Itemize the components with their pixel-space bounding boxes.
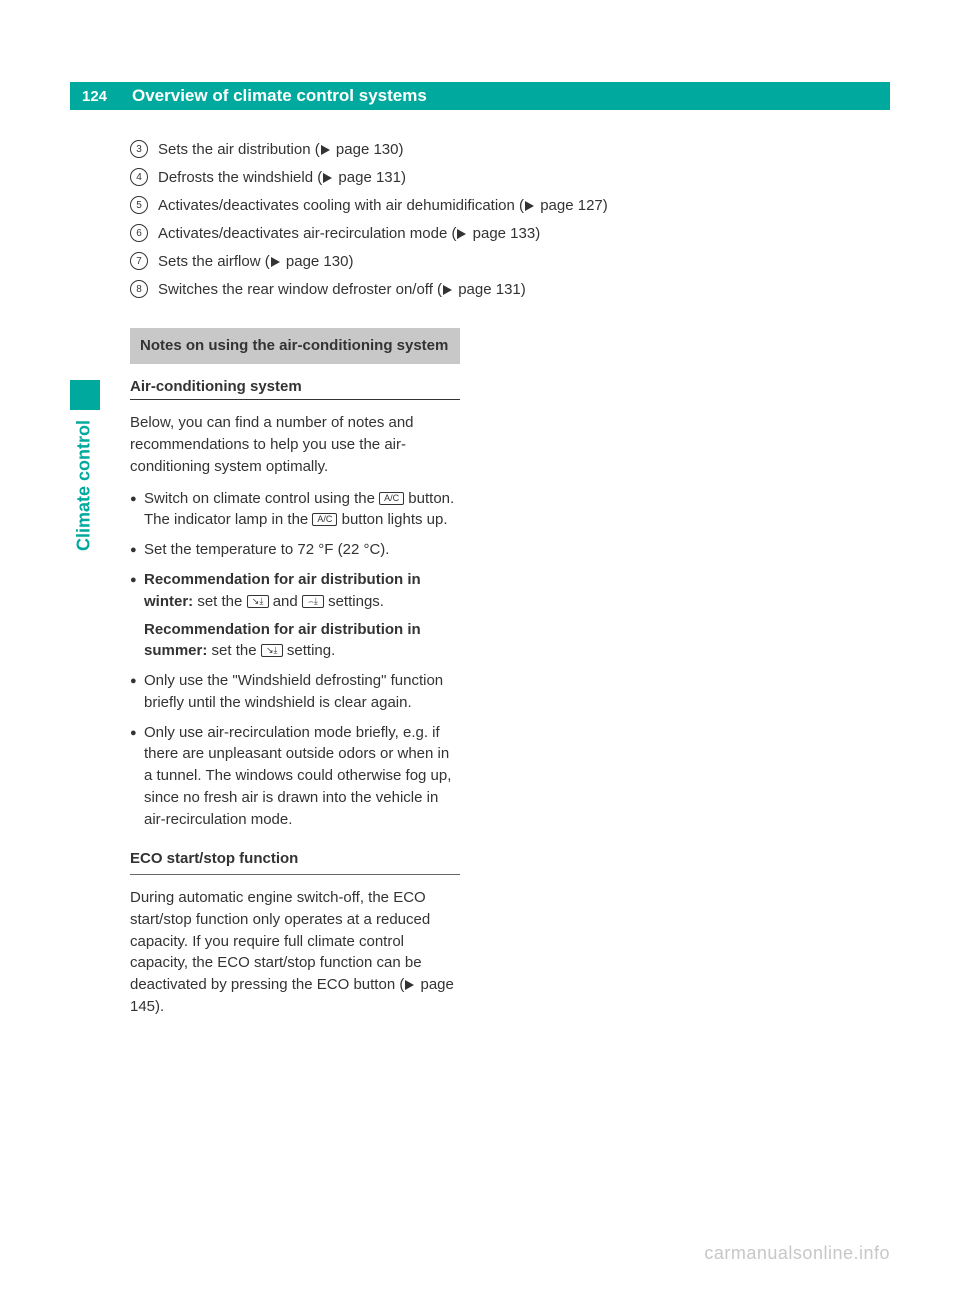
legend-marker-icon: 4 xyxy=(130,168,148,186)
subheading-eco: ECO start/stop function xyxy=(130,848,460,875)
bullet-icon: ● xyxy=(130,670,144,714)
list-text: Only use the "Windshield defrosting" fun… xyxy=(144,670,460,714)
legend-item: 8 Switches the rear window defroster on/… xyxy=(130,280,830,298)
page-ref-icon xyxy=(525,201,534,211)
page-ref-icon xyxy=(321,145,330,155)
list-item: ● Switch on climate control using the A/… xyxy=(130,488,460,532)
legend-text: Defrosts the windshield ( page 131) xyxy=(158,169,406,186)
list-text: Switch on climate control using the A/C … xyxy=(144,488,460,532)
legend-list: 3 Sets the air distribution ( page 130) … xyxy=(130,140,830,298)
bullet-icon: ● xyxy=(130,722,144,831)
legend-item: 3 Sets the air distribution ( page 130) xyxy=(130,140,830,158)
page-ref-icon xyxy=(443,285,452,295)
legend-text: Sets the airflow ( page 130) xyxy=(158,253,353,270)
list-text: Set the temperature to 72 °F (22 °C). xyxy=(144,539,460,561)
legend-item: 6 Activates/deactivates air-recirculatio… xyxy=(130,224,830,242)
subheading-air-conditioning: Air-conditioning system xyxy=(130,378,460,400)
legend-text: Activates/deactivates air-recirculation … xyxy=(158,225,540,242)
notes-heading-box: Notes on using the air-conditioning syst… xyxy=(130,328,460,364)
legend-item: 4 Defrosts the windshield ( page 131) xyxy=(130,168,830,186)
legend-text: Switches the rear window defroster on/of… xyxy=(158,281,526,298)
page-ref-icon xyxy=(271,257,280,267)
legend-item: 5 Activates/deactivates cooling with air… xyxy=(130,196,830,214)
legend-text: Activates/deactivates cooling with air d… xyxy=(158,197,608,214)
air-dist-icon: ↘⤓ xyxy=(261,644,283,657)
page-header: 124 Overview of climate control systems xyxy=(70,82,890,110)
air-dist-icon: ↘⤓ xyxy=(247,595,269,608)
list-item: ● Only use air-recirculation mode briefl… xyxy=(130,722,460,831)
ac-button-icon: A/C xyxy=(312,513,337,526)
side-tab-marker xyxy=(70,380,100,410)
list-item: ● Set the temperature to 72 °F (22 °C). xyxy=(130,539,460,561)
legend-text: Sets the air distribution ( page 130) xyxy=(158,141,403,158)
list-item: ● Only use the "Windshield defrosting" f… xyxy=(130,670,460,714)
footer-watermark: carmanualsonline.info xyxy=(704,1243,890,1264)
page-number: 124 xyxy=(70,88,126,105)
list-text: Only use air-recirculation mode briefly,… xyxy=(144,722,460,831)
list-text: Recommendation for air distribution in w… xyxy=(144,569,460,662)
air-dist-icon: ⌢⤓ xyxy=(302,595,324,608)
page-ref-icon xyxy=(405,980,414,990)
legend-marker-icon: 3 xyxy=(130,140,148,158)
section-side-label: Climate control xyxy=(70,420,98,580)
legend-marker-icon: 8 xyxy=(130,280,148,298)
legend-item: 7 Sets the airflow ( page 130) xyxy=(130,252,830,270)
header-title: Overview of climate control systems xyxy=(126,86,427,106)
bullet-icon: ● xyxy=(130,488,144,532)
legend-marker-icon: 7 xyxy=(130,252,148,270)
page-content: 3 Sets the air distribution ( page 130) … xyxy=(130,140,830,1028)
eco-paragraph: During automatic engine switch-off, the … xyxy=(130,887,460,1018)
bullet-icon: ● xyxy=(130,539,144,561)
ac-button-icon: A/C xyxy=(379,492,404,505)
page-ref-icon xyxy=(323,173,332,183)
legend-marker-icon: 5 xyxy=(130,196,148,214)
recommendation-list: ● Switch on climate control using the A/… xyxy=(130,488,460,831)
bullet-icon: ● xyxy=(130,569,144,662)
legend-marker-icon: 6 xyxy=(130,224,148,242)
page-ref-icon xyxy=(457,229,466,239)
body-column: Below, you can find a number of notes an… xyxy=(130,412,460,1017)
list-item: ● Recommendation for air distribution in… xyxy=(130,569,460,662)
intro-paragraph: Below, you can find a number of notes an… xyxy=(130,412,460,477)
